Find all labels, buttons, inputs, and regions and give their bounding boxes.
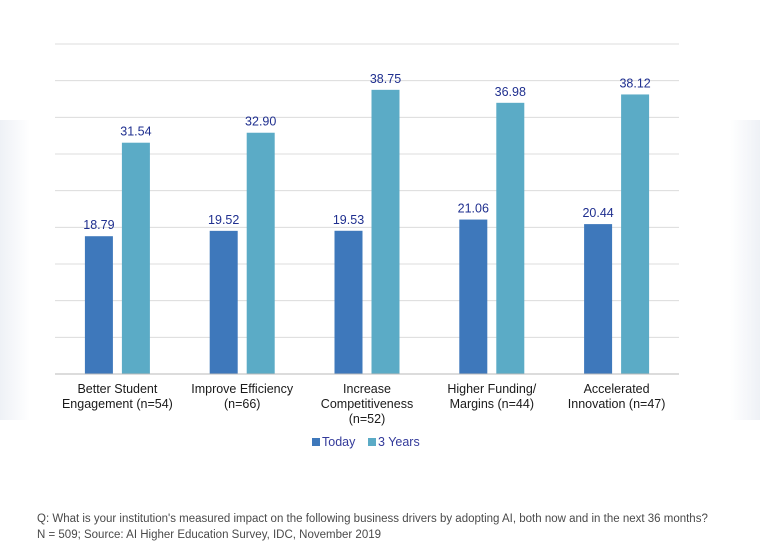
category-label: Better Student: [77, 382, 157, 396]
background-shade-right: [730, 120, 760, 420]
category-label: (n=66): [224, 397, 260, 411]
value-label-3-years: 32.90: [245, 115, 276, 129]
category-label: Innovation (n=47): [568, 397, 666, 411]
bars: [84, 89, 650, 375]
category-label: Accelerated: [584, 382, 650, 396]
bar-today: [459, 219, 488, 374]
bar-3-years: [371, 89, 400, 374]
footnote-question: Q: What is your institution's measured i…: [37, 513, 708, 525]
value-label-3-years: 36.98: [495, 85, 526, 99]
legend-swatch: [368, 438, 376, 446]
background-shade-left: [0, 120, 30, 420]
value-label-today: 21.06: [458, 202, 489, 216]
value-label-3-years: 38.75: [370, 72, 401, 86]
bar-today: [334, 230, 363, 374]
category-label: Engagement (n=54): [62, 397, 173, 411]
legend-label: 3 Years: [378, 435, 420, 449]
bar-3-years: [246, 132, 275, 374]
category-label: Margins (n=44): [450, 397, 534, 411]
category-label: Improve Efficiency: [191, 382, 294, 396]
bar-today: [84, 236, 113, 374]
category-label: Competitiveness: [321, 397, 413, 411]
bar-today: [209, 230, 238, 374]
bar-3-years: [621, 94, 650, 374]
bar-3-years: [496, 102, 525, 375]
value-labels: 18.79 31.54 19.52 32.90 19.53 38.75 21.06 36.98…: [83, 72, 651, 232]
value-label-today: 19.52: [208, 213, 239, 227]
value-label-today: 19.53: [333, 213, 364, 227]
value-label-3-years: 31.54: [120, 125, 151, 139]
category-label: (n=52): [349, 412, 385, 426]
bar-3-years: [121, 142, 150, 374]
legend: Today 3 Years: [312, 435, 420, 449]
footnote-source: N = 509; Source: AI Higher Education Sur…: [37, 529, 382, 541]
category-label: Increase: [343, 382, 391, 396]
value-label-today: 20.44: [582, 206, 613, 220]
category-label: Higher Funding/: [447, 382, 536, 396]
value-label-3-years: 38.12: [619, 76, 650, 90]
bar-chart: 18.79 31.54 19.52 32.90 19.53 38.75 21.06 36.98…: [55, 43, 679, 449]
legend-swatch: [312, 438, 320, 446]
value-label-today: 18.79: [83, 218, 114, 232]
gridlines: [55, 43, 679, 338]
legend-label: Today: [322, 435, 356, 449]
bar-today: [584, 224, 613, 374]
